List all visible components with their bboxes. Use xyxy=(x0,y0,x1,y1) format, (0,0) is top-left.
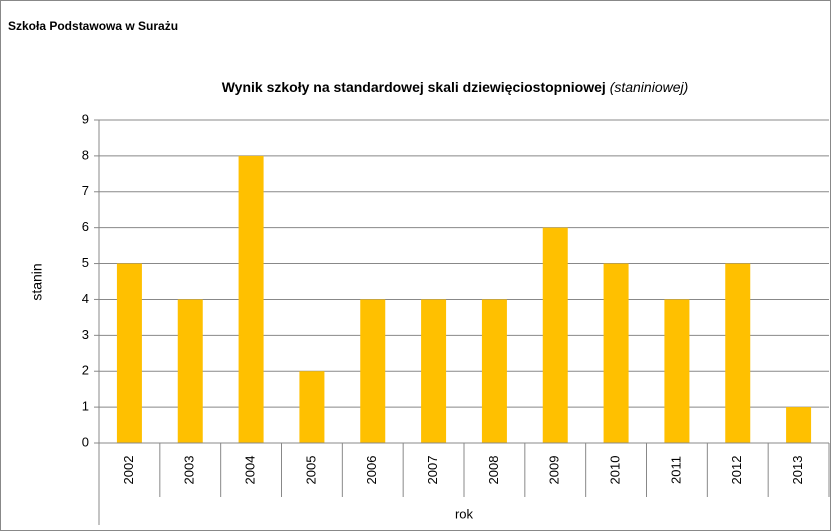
y-tick-label: 2 xyxy=(82,363,89,378)
title-note: (staniniowej) xyxy=(610,79,689,95)
bar xyxy=(116,263,142,443)
bar xyxy=(238,155,264,443)
y-tick-label: 1 xyxy=(82,399,89,414)
x-tick-label: 2013 xyxy=(790,456,805,485)
y-tick-label: 7 xyxy=(82,183,89,198)
bar xyxy=(360,299,386,443)
bar xyxy=(542,227,568,443)
y-tick-label: 6 xyxy=(82,219,89,234)
bar xyxy=(177,299,203,443)
y-tick-label: 5 xyxy=(82,255,89,270)
x-tick-label: 2011 xyxy=(668,456,683,484)
bar xyxy=(299,371,325,443)
bar xyxy=(664,299,690,443)
x-axis-label: rok xyxy=(455,506,474,521)
bar xyxy=(421,299,447,443)
y-axis-label: stanin xyxy=(29,263,45,300)
x-tick-label: 2010 xyxy=(608,456,623,485)
x-tick-label: 2004 xyxy=(243,456,258,485)
y-tick-label: 9 xyxy=(82,111,89,126)
x-tick-label: 2002 xyxy=(121,456,136,485)
x-tick-label: 2012 xyxy=(729,456,744,485)
y-tick-label: 4 xyxy=(82,291,89,306)
x-tick-label: 2005 xyxy=(303,456,318,485)
y-tick-label: 3 xyxy=(82,327,89,342)
chart-title: Wynik szkoły na standardowej skali dziew… xyxy=(222,79,689,95)
bar xyxy=(786,407,812,443)
bar xyxy=(603,263,629,443)
title-main: Wynik szkoły na standardowej skali dziew… xyxy=(222,79,606,95)
x-tick-label: 2009 xyxy=(547,456,562,485)
x-tick-label: 2003 xyxy=(182,456,197,485)
x-tick-label: 2007 xyxy=(425,456,440,485)
x-tick-label: 2006 xyxy=(364,456,379,485)
y-tick-label: 8 xyxy=(82,147,89,162)
x-tick-label: 2008 xyxy=(486,456,501,485)
y-tick-label: 0 xyxy=(82,434,89,449)
bar xyxy=(481,299,507,443)
header: Szkoła Podstawowa w Surażu xyxy=(8,19,178,33)
bar xyxy=(725,263,751,443)
